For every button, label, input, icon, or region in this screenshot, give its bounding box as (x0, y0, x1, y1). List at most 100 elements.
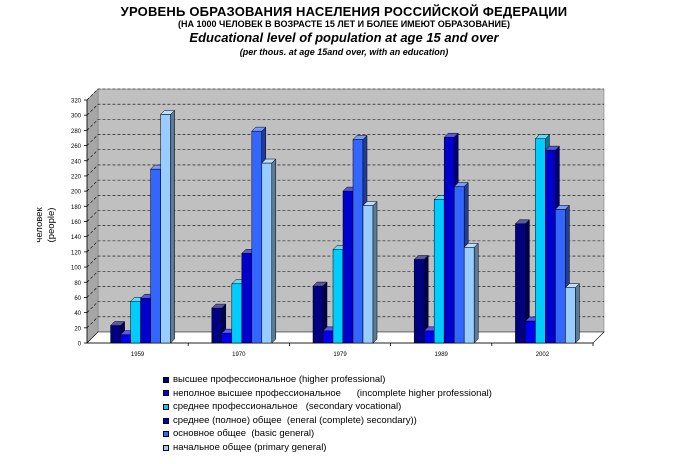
bar (110, 325, 121, 344)
bar (221, 332, 233, 344)
y-tick-label: 200 (71, 190, 82, 196)
bar (463, 247, 475, 344)
chart-title-en: Educational level of population at age 1… (189, 30, 499, 45)
bar (231, 283, 243, 344)
bar-side (170, 109, 175, 344)
bar (150, 168, 161, 344)
bar (332, 249, 344, 344)
y-tick-label: 280 (71, 129, 82, 135)
bar (312, 285, 324, 344)
legend-label: начальное общее (primary general) (173, 441, 327, 453)
gridline (86, 88, 604, 101)
bar (453, 186, 465, 344)
bar (413, 259, 425, 344)
x-tick-label: 1970 (232, 352, 246, 358)
y-tick-label: 140 (71, 235, 82, 241)
bar (525, 320, 536, 344)
y-tick-label: 120 (71, 250, 82, 256)
bar-top (159, 110, 176, 115)
y-tick-label: 80 (74, 281, 81, 287)
bar (545, 149, 556, 344)
y-tick-label: 20 (74, 326, 81, 332)
legend-item: неполное высшее профессиональное (incomp… (163, 387, 492, 401)
y-axis-label-en: (people) (46, 208, 57, 243)
y-tick-label: 60 (74, 296, 81, 302)
legend-label: основное общее (basic general) (173, 428, 315, 440)
legend-swatch (163, 390, 169, 397)
chart-title-ru: УРОВЕНЬ ОБРАЗОВАНИЯ НАСЕЛЕНИЯ РОССИЙСКОЙ… (120, 4, 568, 19)
y-tick-label: 300 (71, 114, 82, 120)
legend-swatch (163, 444, 169, 451)
bar-top (211, 303, 227, 309)
bar (251, 130, 263, 344)
chart-subtitle-ru: (НА 1000 ЧЕЛОВЕК В ВОЗРАСТЕ 15 ЛЕТ И БОЛ… (178, 19, 510, 29)
legend-item: основное общее (basic general) (163, 427, 492, 441)
bar-top (554, 205, 571, 210)
bar-top (109, 321, 126, 326)
bar-top (443, 132, 459, 138)
bar (535, 138, 546, 344)
legend-item: начальное общее (primary general) (163, 441, 492, 455)
legend-item: среднее профессиональное (secondary voca… (163, 400, 492, 414)
gridline (86, 195, 604, 207)
bar (555, 209, 566, 344)
y-tick-label: 40 (74, 311, 81, 317)
bar (565, 287, 576, 344)
bar (261, 162, 273, 344)
y-tick-label: 100 (71, 266, 82, 272)
bar-top (534, 134, 551, 139)
bar (241, 253, 253, 344)
bar (322, 330, 334, 344)
bar (423, 330, 435, 344)
bar-side (575, 282, 580, 344)
bar (120, 334, 131, 344)
bar-top (564, 283, 581, 288)
bar (515, 223, 526, 344)
y-tick-label: 240 (71, 159, 82, 165)
bar-side (473, 242, 479, 344)
y-tick-label: 320 (71, 99, 82, 105)
y-tick-label: 220 (71, 174, 82, 180)
bar-top (362, 201, 378, 206)
x-tick-label: 1989 (435, 352, 449, 358)
bar (433, 199, 445, 344)
legend-item: высшее профессиональное (higher professi… (163, 373, 492, 387)
gridline (86, 103, 604, 116)
x-tick-label: 1979 (333, 352, 347, 358)
bar (352, 139, 364, 344)
bar (211, 307, 223, 344)
legend-label: среднее (полное) общее (eneral (complete… (173, 414, 417, 426)
x-tick-label: 1959 (131, 352, 145, 358)
legend-swatch (163, 417, 169, 424)
gridline (86, 179, 604, 192)
bar (140, 297, 151, 344)
legend-label: среднее профессиональное (secondary voca… (173, 401, 402, 413)
bar (160, 114, 171, 344)
bar-side (372, 200, 378, 344)
x-tick-label: 2002 (536, 352, 550, 358)
y-tick-label: 160 (71, 220, 82, 226)
legend-label: высшее профессиональное (higher professi… (173, 374, 386, 385)
bar (443, 136, 455, 344)
bar-top (352, 135, 368, 140)
chart-subtitle-en: (per thous. at age 15and over, with an e… (239, 47, 449, 57)
bar-top (312, 281, 328, 287)
bar-top (514, 219, 531, 225)
legend-swatch (163, 403, 169, 410)
bar-top (463, 243, 479, 248)
gridline (86, 134, 604, 146)
bar (342, 190, 354, 344)
legend-swatch (163, 376, 169, 383)
bar-top (453, 182, 469, 187)
bar-top (413, 255, 429, 260)
legend-label: неполное высшее профессиональное (incomp… (173, 387, 492, 399)
y-axis-label-ru: человек (34, 207, 45, 243)
bar-top (261, 158, 277, 164)
bar (362, 205, 374, 344)
gridline (86, 164, 604, 177)
y-tick-label: 260 (71, 144, 82, 150)
chart-legend: высшее профессиональное (higher professi… (163, 373, 492, 455)
bar (130, 300, 141, 344)
y-tick-label: 0 (78, 342, 82, 348)
chart-titles: УРОВЕНЬ ОБРАЗОВАНИЯ НАСЕЛЕНИЯ РОССИЙСКОЙ… (0, 4, 688, 58)
